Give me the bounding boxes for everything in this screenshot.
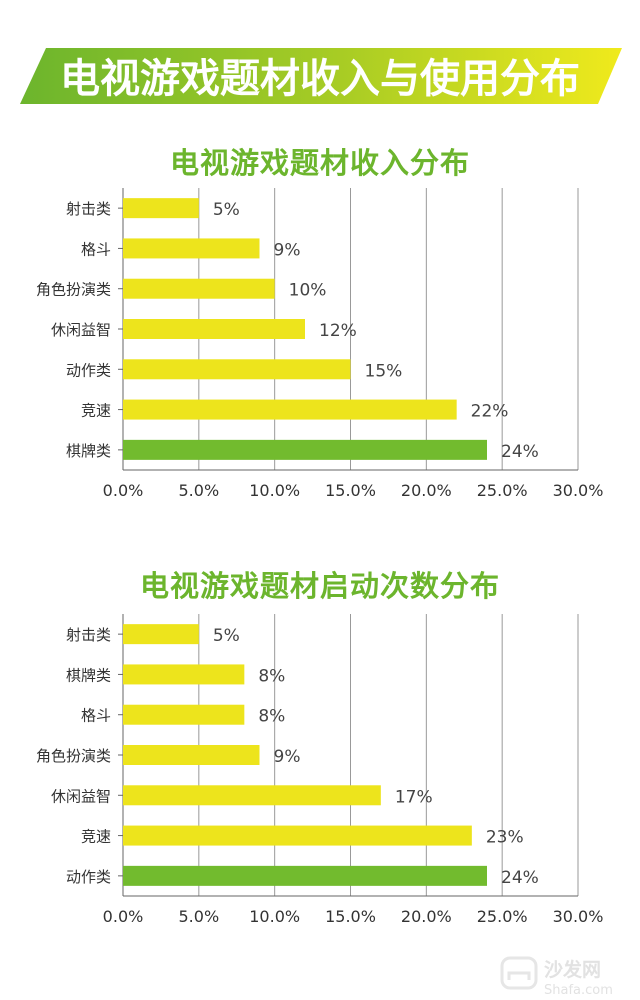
category-label: 射击类 xyxy=(66,200,111,218)
chart-title-launches: 电视游戏题材启动次数分布 xyxy=(139,569,500,603)
banner-shape xyxy=(20,48,622,104)
bar xyxy=(123,198,199,219)
category-label: 休闲益智 xyxy=(51,321,111,339)
bar xyxy=(123,704,245,725)
category-label: 动作类 xyxy=(66,868,111,886)
bar xyxy=(123,785,381,806)
category-label: 射击类 xyxy=(66,626,111,644)
data-label: 22% xyxy=(471,402,509,422)
data-label: 23% xyxy=(486,828,524,848)
data-label: 15% xyxy=(365,361,403,381)
data-label: 5% xyxy=(213,626,240,646)
category-label: 休闲益智 xyxy=(51,787,111,805)
bar xyxy=(123,865,487,886)
bar xyxy=(123,624,199,645)
bar xyxy=(123,399,457,420)
data-label: 10% xyxy=(289,281,327,301)
x-tick-label: 30.0% xyxy=(553,907,604,926)
category-label: 格斗 xyxy=(81,707,111,725)
page-title: 电视游戏题材收入与使用分布 xyxy=(60,56,580,102)
data-label: 17% xyxy=(395,787,433,807)
data-label: 24% xyxy=(501,868,539,888)
data-label: 8% xyxy=(258,707,285,727)
category-label: 角色扮演类 xyxy=(36,281,111,299)
watermark-text-cn: 沙发网 xyxy=(544,958,601,981)
x-tick-label: 25.0% xyxy=(477,907,528,926)
x-tick-label: 5.0% xyxy=(179,481,220,500)
data-label: 9% xyxy=(274,747,301,767)
x-tick-label: 5.0% xyxy=(179,907,220,926)
bar xyxy=(123,278,275,299)
x-tick-label: 0.0% xyxy=(103,481,144,500)
category-label: 角色扮演类 xyxy=(36,747,111,765)
bar xyxy=(123,825,472,846)
bar xyxy=(123,319,305,339)
x-tick-label: 30.0% xyxy=(553,481,604,500)
bar xyxy=(123,238,260,259)
bar xyxy=(123,664,245,685)
bar xyxy=(123,359,351,380)
data-label: 8% xyxy=(258,666,285,686)
x-tick-label: 10.0% xyxy=(249,481,300,500)
data-label: 12% xyxy=(319,321,357,341)
category-label: 竞速 xyxy=(81,402,111,420)
chart-revenue: 0.0% 5.0% 10.0% 15.0% 20.0% 25.0% 30.0% 射击类 5% 格斗… xyxy=(36,188,604,500)
chart-launches: 0.0% 5.0% 10.0% 15.0% 20.0% 25.0% 30.0% 射击类 5% 棋牌… xyxy=(36,614,604,926)
category-label: 棋牌类 xyxy=(66,666,111,684)
watermark-text-en: Shafa.com xyxy=(544,983,613,998)
watermark: 沙发网 Shafa.com xyxy=(500,956,613,998)
data-label: 24% xyxy=(501,442,539,462)
sofa-icon xyxy=(500,956,538,990)
data-label: 5% xyxy=(213,200,240,220)
x-tick-label: 15.0% xyxy=(325,481,376,500)
category-label: 竞速 xyxy=(81,828,111,846)
x-tick-label: 10.0% xyxy=(249,907,300,926)
x-tick-label: 15.0% xyxy=(325,907,376,926)
x-tick-label: 25.0% xyxy=(477,481,528,500)
x-tick-label: 0.0% xyxy=(103,907,144,926)
x-tick-label: 20.0% xyxy=(401,481,452,500)
x-tick-label: 20.0% xyxy=(401,907,452,926)
category-label: 动作类 xyxy=(66,361,111,379)
bar xyxy=(123,745,260,765)
category-label: 格斗 xyxy=(81,240,111,258)
header-banner: 电视游戏题材收入与使用分布 xyxy=(20,48,622,104)
category-label: 棋牌类 xyxy=(66,442,111,460)
bar xyxy=(123,439,487,460)
chart-title-revenue: 电视游戏题材收入分布 xyxy=(169,146,470,180)
data-label: 9% xyxy=(274,240,301,260)
